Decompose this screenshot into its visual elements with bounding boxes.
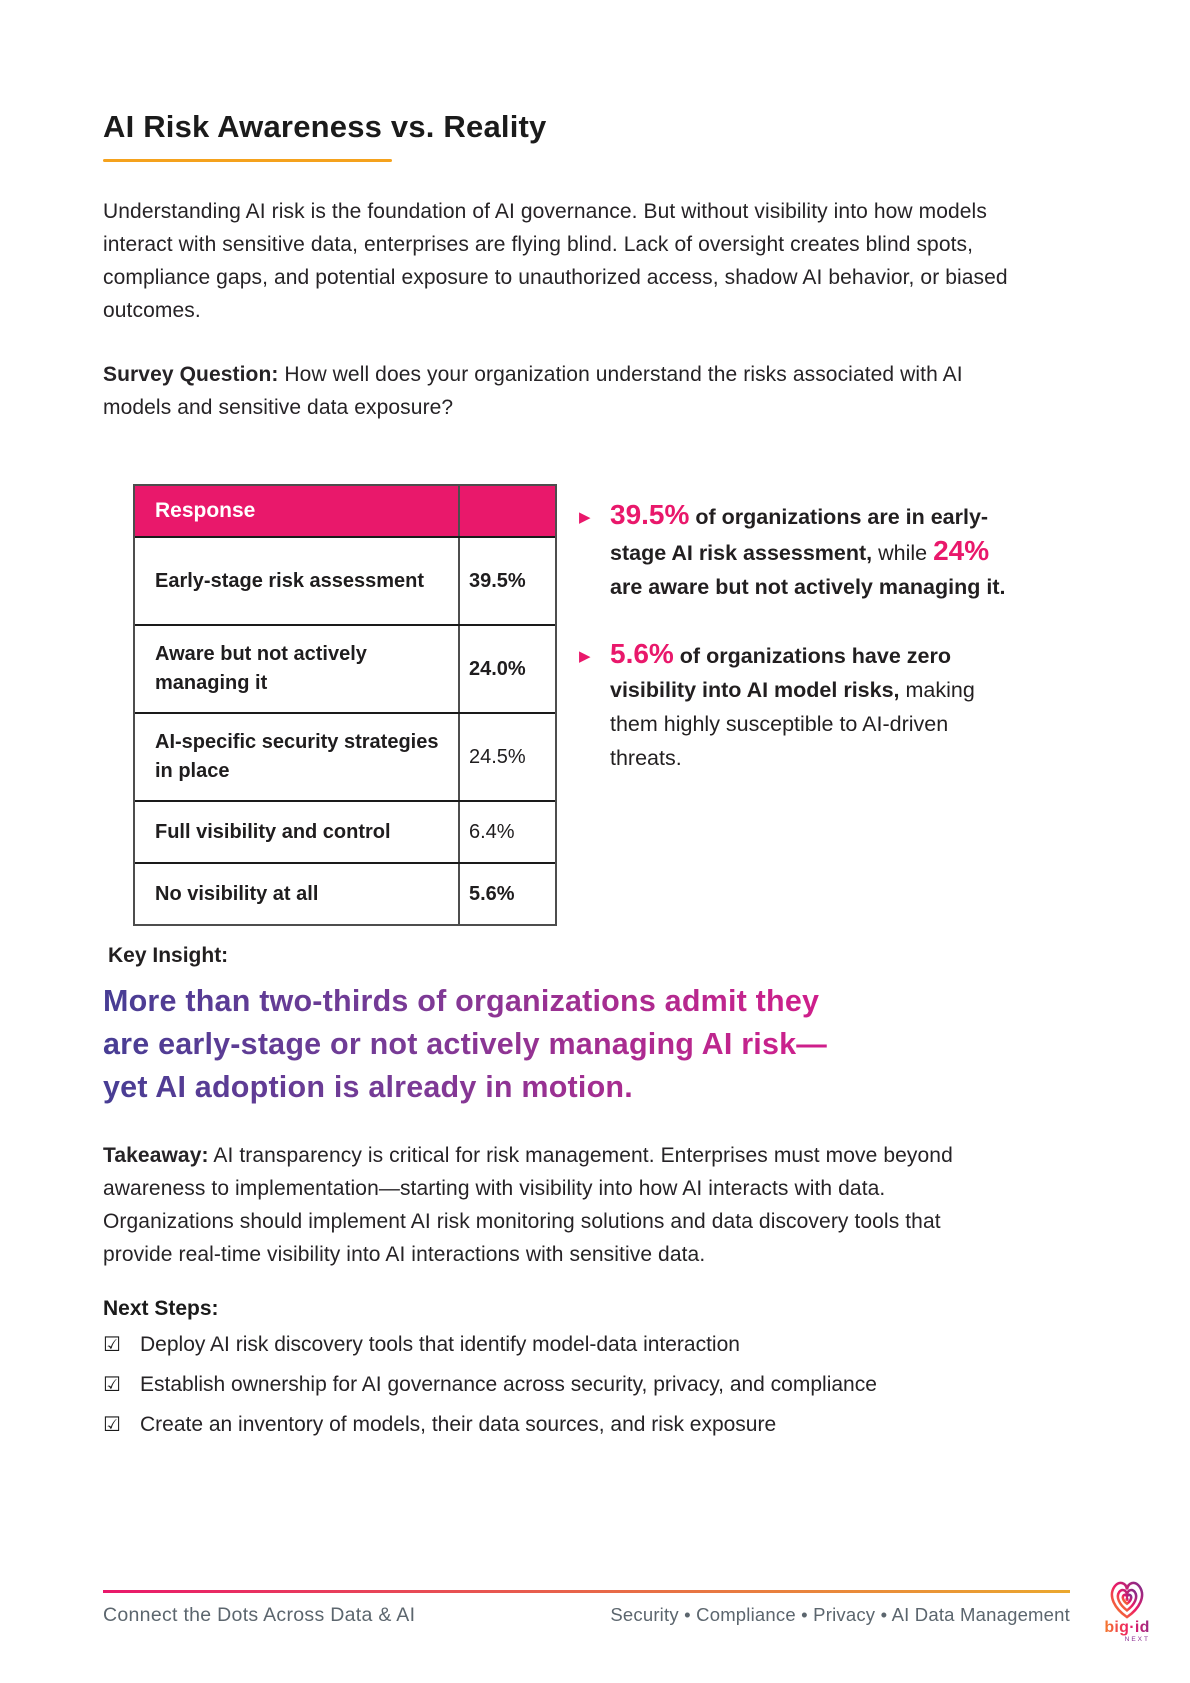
footer-divider [103, 1590, 1070, 1593]
checklist-item-text: Create an inventory of models, their dat… [140, 1413, 777, 1436]
value-cell: 39.5% [469, 569, 526, 592]
footer: Connect the Dots Across Data & AI Securi… [103, 1604, 1070, 1627]
stat-highlight: 39.5% [610, 499, 690, 530]
survey-question-label: Survey Question: [103, 363, 279, 386]
key-insight-line: yet AI adoption is already in motion. [103, 1066, 1008, 1109]
takeaway-label: Takeaway: [103, 1144, 209, 1167]
next-steps-section: Next Steps: ☑ Deploy AI risk discovery t… [103, 1297, 1008, 1441]
footer-categories: Security • Compliance • Privacy • AI Dat… [610, 1604, 1070, 1625]
highlight-bullet-list: ▶ 39.5% of organizations are in early-st… [579, 484, 1008, 808]
key-insight-section: Key Insight: More than two-thirds of org… [103, 944, 1008, 1109]
survey-results-section: Response Early-stage risk assessment 39.… [103, 484, 1008, 926]
bullet-normal-text: while [872, 541, 934, 565]
bullet-bold-text: of organizations have zero visibility in… [610, 644, 951, 702]
value-cell: 24.5% [469, 745, 526, 768]
bullet-text: 39.5% of organizations are in early-stag… [610, 498, 1008, 604]
bigid-logo: big·id next [1098, 1576, 1156, 1644]
key-insight-heading: More than two-thirds of organizations ad… [103, 980, 1008, 1109]
key-insight-label: Key Insight: [108, 944, 229, 967]
key-insight-line: More than two-thirds of organizations ad… [103, 980, 1008, 1023]
checklist-item: ☑ Deploy AI risk discovery tools that id… [103, 1328, 1008, 1361]
checklist-item: ☑ Establish ownership for AI governance … [103, 1368, 1008, 1401]
response-cell: Full visibility and control [135, 802, 460, 862]
logo-wordmark: big·id [1098, 1620, 1156, 1636]
table-row: Full visibility and control 6.4% [135, 800, 555, 862]
intro-paragraph: Understanding AI risk is the foundation … [103, 200, 1008, 322]
stat-highlight: 24% [933, 535, 990, 566]
logo-next-label: next [1124, 1636, 1150, 1643]
bullet-normal-text: making them highly susceptible to AI-dri… [610, 678, 975, 770]
response-cell: Early-stage risk assessment [135, 538, 460, 624]
page-title: AI Risk Awareness vs. Reality [103, 109, 547, 144]
value-cell: 24.0% [469, 657, 526, 680]
footer-tagline: Connect the Dots Across Data & AI [103, 1604, 416, 1626]
table-row: No visibility at all 5.6% [135, 862, 555, 924]
value-cell: 6.4% [469, 820, 515, 843]
title-underline [103, 159, 392, 162]
value-cell: 5.6% [469, 882, 515, 905]
table-row: AI-specific security strategies in place… [135, 712, 555, 800]
table-header-cell: Response [135, 486, 460, 536]
checkbox-icon: ☑ [103, 1372, 121, 1396]
table-header-value-cell [460, 486, 555, 536]
response-cell: AI-specific security strategies in place [135, 714, 460, 800]
bullet-item: ▶ 39.5% of organizations are in early-st… [579, 498, 1008, 604]
bullet-bold-text: are aware but not actively managing it. [610, 575, 1006, 599]
bullet-arrow-icon: ▶ [579, 647, 591, 665]
bullet-bold-text: of organizations are in early-stage AI r… [610, 505, 989, 565]
next-steps-label: Next Steps: [103, 1297, 219, 1320]
checklist-item-text: Deploy AI risk discovery tools that iden… [140, 1333, 740, 1356]
checklist-item: ☑ Create an inventory of models, their d… [103, 1408, 1008, 1441]
checkbox-icon: ☑ [103, 1412, 121, 1436]
table-row: Early-stage risk assessment 39.5% [135, 536, 555, 624]
bullet-arrow-icon: ▶ [579, 508, 591, 526]
checkbox-icon: ☑ [103, 1332, 121, 1356]
checklist-item-text: Establish ownership for AI governance ac… [140, 1373, 877, 1396]
response-table: Response Early-stage risk assessment 39.… [133, 484, 557, 926]
survey-question: Survey Question: How well does your orga… [103, 358, 1008, 424]
bullet-item: ▶ 5.6% of organizations have zero visibi… [579, 637, 1008, 775]
response-cell: No visibility at all [135, 864, 460, 924]
takeaway-paragraph: Takeaway: AI transparency is critical fo… [103, 1139, 1008, 1271]
fingerprint-heart-icon [1110, 1581, 1144, 1619]
response-cell: Aware but not actively managing it [135, 626, 460, 712]
page-content: AI Risk Awareness vs. Reality Understand… [103, 0, 1008, 1441]
takeaway-text: AI transparency is critical for risk man… [103, 1144, 953, 1266]
bullet-text: 5.6% of organizations have zero visibili… [610, 637, 1008, 775]
stat-highlight: 5.6% [610, 638, 674, 669]
table-header-row: Response [135, 486, 555, 536]
survey-question-text: How well does your organization understa… [103, 363, 963, 419]
table-row: Aware but not actively managing it 24.0% [135, 624, 555, 712]
key-insight-line: are early-stage or not actively managing… [103, 1023, 1008, 1066]
